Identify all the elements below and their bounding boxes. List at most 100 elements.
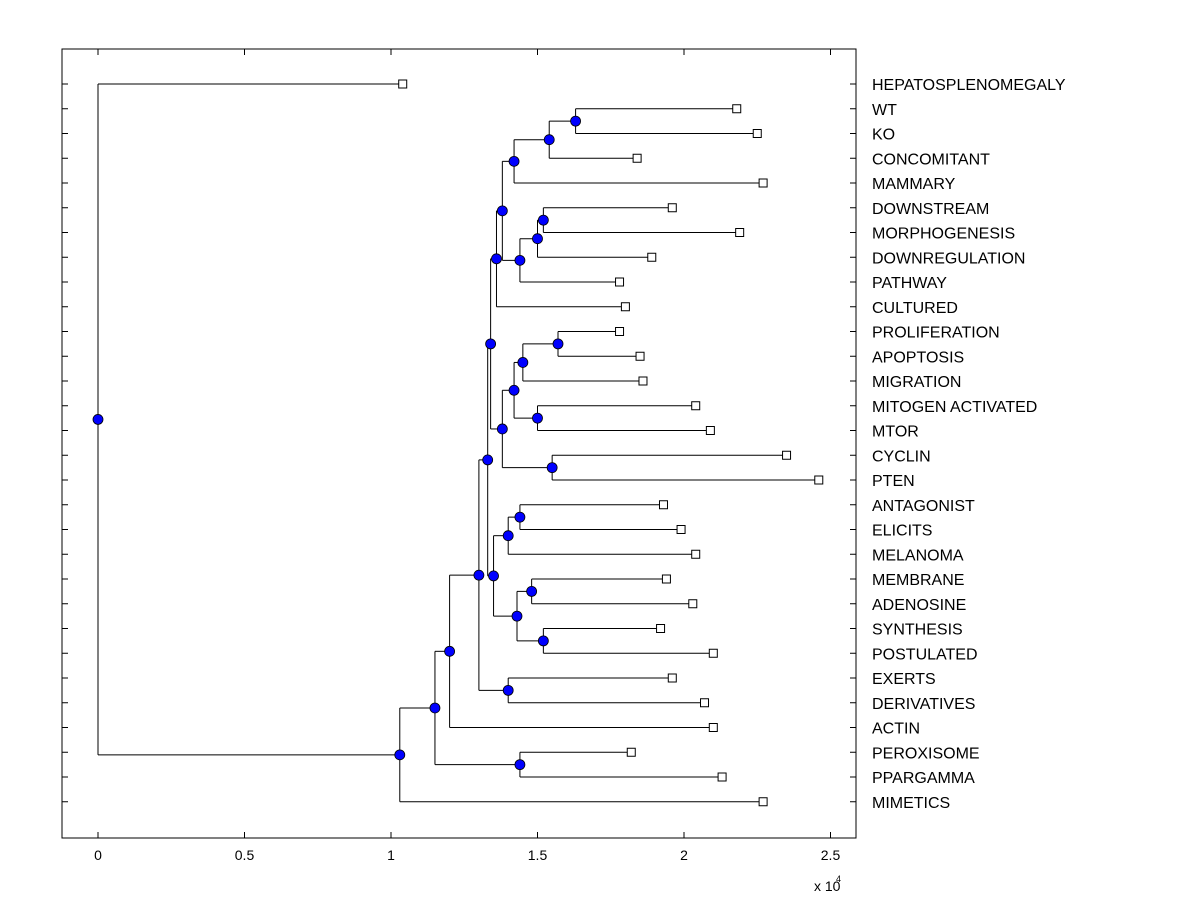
cluster-node-marker [537,635,549,647]
leaf-label: SYNTHESIS [872,622,963,639]
x-axis-multiplier: x 10 [814,878,841,894]
leaf-marker [758,178,768,188]
leaf-label: EXERTS [872,671,936,688]
leaf-label: MAMMARY [872,176,956,193]
leaf-marker [647,252,657,262]
cluster-node-marker [526,585,538,597]
leaf-marker [732,104,742,114]
cluster-node-marker [514,759,526,771]
cluster-node-marker [514,511,526,523]
leaf-marker [658,500,668,510]
leaf-label: PTEN [872,473,915,490]
leaf-label: MELANOMA [872,547,964,564]
leaf-marker [735,228,745,237]
leaf-marker [691,549,701,559]
leaf-marker [688,599,698,609]
cluster-node-marker [92,414,104,425]
leaf-marker [626,747,636,757]
leaf-marker [632,153,642,163]
leaf-labels: HEPATOSPLENOMEGALY WT KO CONCOMITANT MAMMARY… [872,77,1066,812]
leaf-marker [615,327,625,336]
cluster-node-marker [546,462,558,474]
cluster-node-marker [496,423,508,435]
cluster-node-marker [496,205,508,217]
x-tick-label: 1.5 [528,847,548,863]
x-tick-label: 2 [680,847,688,863]
cluster-node-marker [517,357,529,368]
dendrogram-edges [97,83,819,803]
leaf-marker [758,797,768,807]
dendrogram-marks [92,79,824,807]
cluster-node-marker [532,233,543,245]
leaf-label: MTOR [872,424,919,441]
leaf-label: ANTAGONIST [872,498,975,515]
leaf-label: ADENOSINE [872,597,966,614]
leaf-label: APOPTOSIS [872,349,964,366]
cluster-node-marker [444,645,456,657]
cluster-node-marker [532,412,543,424]
leaf-marker [717,772,727,782]
leaf-label: PROLIFERATION [872,325,1000,342]
cluster-node-marker [488,570,499,582]
leaf-marker [752,129,762,138]
leaf-marker [676,525,686,534]
x-axis: 0 0.5 1 1.5 2 2.5 [94,49,840,863]
leaf-marker [398,79,408,89]
leaf-label: MORPHOGENESIS [872,226,1015,243]
leaf-label: MIGRATION [872,374,961,391]
leaf-label: HEPATOSPLENOMEGALY [872,77,1066,94]
leaf-label: KO [872,127,895,144]
leaf-marker [700,698,710,708]
cluster-node-marker [502,530,514,542]
leaf-label: ACTIN [872,721,920,738]
leaf-label: MIMETICS [872,795,950,812]
leaf-marker [667,203,677,213]
leaf-marker [782,450,792,460]
x-tick-label: 0 [94,847,102,863]
left-tick-marks [62,83,856,803]
leaf-label: DOWNREGULATION [872,250,1025,267]
leaf-marker [661,574,671,584]
plot-frame [61,48,857,839]
leaf-label: PATHWAY [872,275,947,292]
cluster-node-marker [485,338,497,350]
cluster-node-marker [552,338,564,350]
leaf-marker [705,426,715,435]
cluster-node-marker [514,254,526,266]
leaf-marker [656,624,666,633]
cluster-node-marker [429,702,441,714]
cluster-node-marker [543,134,555,146]
x-tick-label: 2.5 [821,847,841,863]
leaf-label: PPARGAMMA [872,770,975,787]
leaf-marker [638,376,648,386]
cluster-node-marker [537,214,549,226]
cluster-node-marker [508,155,520,167]
leaf-marker [708,648,718,658]
leaf-label: CYCLIN [872,448,931,465]
cluster-node-marker [570,115,581,127]
leaf-label: CONCOMITANT [872,151,990,168]
cluster-node-marker [394,749,406,761]
leaf-label: DERIVATIVES [872,696,975,713]
leaf-marker [691,401,701,411]
leaf-marker [814,475,824,485]
leaf-label: MEMBRANE [872,572,964,589]
cluster-node-marker [491,253,502,265]
cluster-node-marker [508,384,520,396]
leaf-marker [620,302,630,312]
leaf-marker [667,673,677,683]
leaf-marker [635,351,645,361]
leaf-label: POSTULATED [872,646,978,663]
cluster-node-marker [502,684,514,696]
x-tick-label: 1 [387,847,395,863]
leaf-marker [708,723,718,732]
x-axis-multiplier-exponent: 4 [836,874,841,884]
leaf-label: PEROXISOME [872,745,980,762]
x-tick-label: 0.5 [235,847,255,863]
leaf-label: MITOGEN ACTIVATED [872,399,1037,416]
leaf-label: CULTURED [872,300,958,317]
leaf-label: WT [872,102,897,119]
cluster-node-marker [511,610,523,622]
cluster-node-marker [473,569,485,581]
